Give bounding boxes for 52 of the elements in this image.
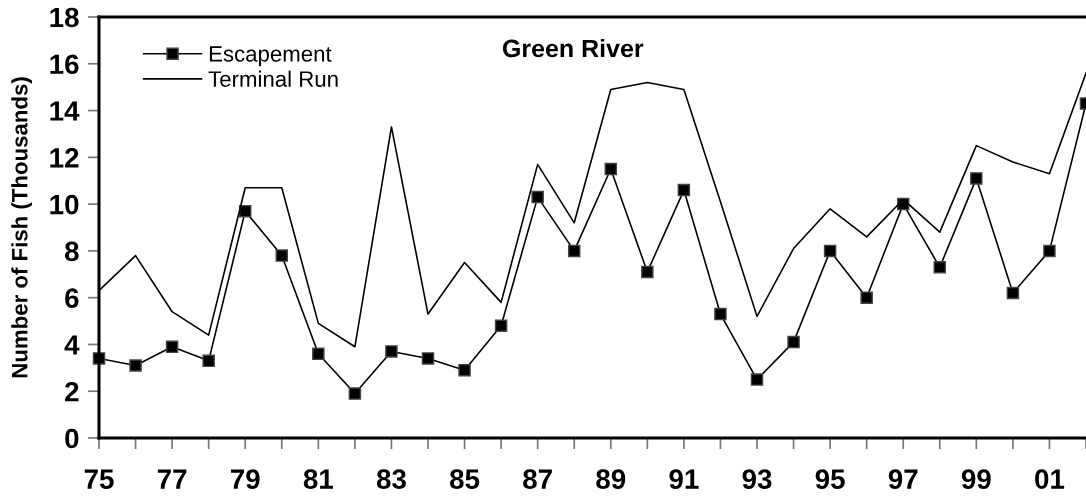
x-tick-label: 01	[1035, 469, 1065, 489]
x-tick-label: 77	[157, 469, 187, 489]
point	[385, 345, 398, 358]
point	[312, 347, 325, 361]
legend-label: Escapement	[209, 46, 332, 67]
legend-label: Terminal Run	[208, 70, 338, 87]
y-tick-label: 6	[65, 288, 79, 309]
point	[275, 249, 289, 262]
x-tick-label: 85	[449, 469, 480, 489]
x-tick-label: 95	[815, 469, 845, 489]
x-tick-label: 91	[669, 469, 699, 489]
point	[677, 183, 691, 197]
point	[531, 190, 544, 204]
point	[714, 307, 727, 321]
point	[1006, 286, 1020, 300]
x-tick-label: 79	[230, 469, 260, 489]
x-tick-label: 81	[303, 469, 334, 489]
point	[641, 265, 654, 279]
point	[202, 354, 215, 368]
point	[1043, 244, 1056, 258]
y-tick-label: 8	[64, 241, 79, 262]
x-tick-label: 87	[523, 469, 552, 489]
y-tick-label: 16	[50, 54, 79, 75]
point	[823, 244, 837, 258]
y-tick-label: 4	[64, 335, 80, 355]
point	[165, 340, 179, 354]
point	[494, 319, 508, 332]
point	[421, 352, 435, 365]
y-tick-label: 10	[50, 194, 79, 215]
x-tick-label: 89	[596, 469, 626, 489]
y-tick-label: 0	[65, 428, 79, 449]
point	[129, 359, 142, 372]
point	[933, 261, 947, 274]
point	[458, 363, 471, 377]
x-tick-label: 97	[888, 469, 918, 489]
y-axis-title: Number of Fish (Thousands)	[11, 77, 32, 378]
y-tick-label: 14	[50, 101, 80, 121]
y-tick-label: 18	[50, 7, 79, 28]
x-tick-label: 93	[742, 469, 772, 489]
point	[860, 291, 873, 304]
point	[787, 335, 800, 349]
point	[348, 387, 362, 400]
x-tick-label: 99	[961, 469, 991, 489]
x-tick-label: 83	[376, 469, 406, 489]
x-tick-label: 75	[84, 469, 114, 489]
point	[750, 373, 764, 386]
point	[970, 172, 983, 185]
y-tick-label: 2	[65, 381, 79, 402]
point	[604, 162, 618, 176]
y-tick-label: 12	[50, 148, 79, 168]
point	[567, 244, 581, 258]
text: Green River	[502, 38, 644, 58]
